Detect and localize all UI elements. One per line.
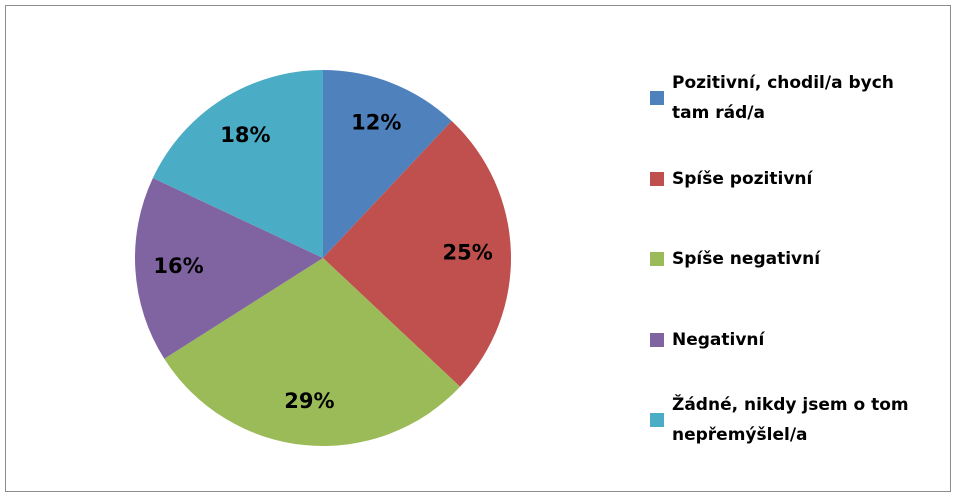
pie-slice (323, 70, 452, 258)
data-label: 29% (284, 389, 334, 413)
legend-swatch (650, 332, 664, 347)
legend-swatch (650, 171, 664, 186)
legend-swatch (650, 252, 664, 266)
legend-label: Žádné, nikdy jsem o tom nepřemýšlel/a (672, 395, 909, 445)
legend-swatch (650, 413, 664, 427)
legend-swatch (650, 91, 664, 105)
legend-label: Spíše pozitivní (672, 168, 813, 189)
legend-label: Spíše negativní (672, 249, 821, 269)
data-label: 12% (351, 110, 401, 134)
pie-slice (152, 70, 323, 258)
legend-item: Negativní (650, 325, 940, 355)
legend-label: Pozitivní, chodil/a bych tam rád/a (672, 73, 894, 123)
legend-item: Spíše pozitivní (650, 164, 940, 194)
pie-slice (135, 177, 323, 359)
legend-item: Spíše negativní (650, 244, 940, 274)
legend-label: Negativní (672, 329, 765, 350)
pie-slice (323, 120, 511, 387)
data-label: 18% (220, 123, 270, 147)
data-label: 16% (153, 254, 203, 278)
legend-item: Žádné, nikdy jsem o tom nepřemýšlel/a (650, 390, 940, 450)
legend-item: Pozitivní, chodil/a bych tam rád/a (650, 68, 940, 128)
pie-slice (164, 258, 461, 446)
data-label: 25% (443, 240, 493, 264)
